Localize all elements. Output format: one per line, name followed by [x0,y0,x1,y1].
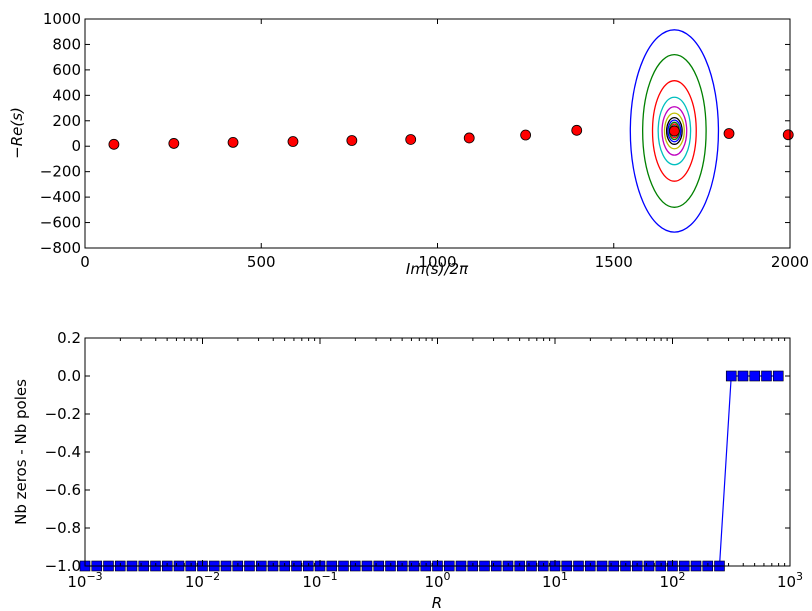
y-tick-label: 600 [52,61,81,79]
pole-point [227,137,239,148]
series-marker [772,370,784,382]
y-tick-label: −200 [40,163,81,181]
x-tick-label: 500 [247,253,276,271]
winding-plot-ticks: 10−3 10−2 10−1 100 101 102 103 0.2 0.0 −0.2 −0.4 −0… [45,329,803,591]
winding-plot-marks [79,370,784,572]
contour-plot-ylabel: −Re(s) [8,107,26,159]
winding-plot-frame [84,337,791,567]
x-tick-label: 103 [777,570,803,591]
x-tick-label: 10−3 [67,570,102,591]
contour-ring [657,96,692,166]
x-tick-label: 0 [80,253,90,271]
pole-point [723,128,735,139]
pole-point [463,132,475,144]
y-tick-label: 1000 [43,10,81,28]
y-tick-label: 200 [52,112,81,130]
pole-point [346,135,358,146]
contour-ring [642,53,707,208]
pole-point [782,129,794,141]
pole-point [520,129,532,141]
series-marker [749,370,761,382]
contour-ring [651,80,697,182]
y-tick-label: 0 [71,137,81,155]
x-tick-label: 1000 [418,253,456,271]
winding-plot-xlabel: R [432,594,442,611]
winding-plot-ylabel: Nb zeros - Nb poles [12,379,30,525]
contour-ring [665,116,683,145]
pole-point [405,134,417,145]
pole-point [168,138,180,149]
y-tick-label: −0.6 [45,481,81,499]
y-tick-label: −0.4 [45,443,81,461]
series-marker [761,370,772,382]
series-line [85,375,779,567]
series-marker [737,370,749,382]
y-tick-label: −0.2 [45,405,81,423]
series-marker [725,370,737,382]
contour-ring [667,119,682,143]
y-tick-label: −800 [40,239,81,257]
y-tick-label: −400 [40,188,81,206]
x-tick-label: 10−2 [185,570,220,591]
y-tick-label: −600 [40,214,81,232]
contour-ring [629,29,720,233]
y-tick-label: −1.0 [45,557,81,575]
pole-point [571,124,583,136]
contour-plot-marks [108,29,794,233]
winding-plot: 10−3 10−2 10−1 100 101 102 103 0.2 0.0 −0.2 −0.4 −0… [12,329,803,611]
contour-ring [663,112,685,150]
x-tick-label: 102 [659,570,685,591]
x-tick-label: 100 [424,570,450,591]
contour-plot-xlabel: Im(s)/2π [406,260,469,278]
x-tick-label: 1500 [595,253,633,271]
contour-ring [661,106,688,156]
x-tick-label: 10−1 [302,570,337,591]
y-tick-label: 0.2 [57,329,81,347]
pole-point [287,136,299,147]
y-tick-label: −0.8 [45,519,81,537]
y-tick-label: 0.0 [57,367,81,385]
y-tick-label: 800 [52,35,81,53]
pole-point [108,138,120,150]
pole-point [668,125,680,137]
x-tick-label: 2000 [771,253,809,271]
x-tick-label: 101 [542,570,568,591]
contour-plot: 0 500 1000 1500 200010008006004002000−200−40… [8,10,809,278]
y-tick-label: 400 [52,86,81,104]
contour-plot-ticks: 0 500 1000 1500 200010008006004002000−200−40… [40,10,809,271]
